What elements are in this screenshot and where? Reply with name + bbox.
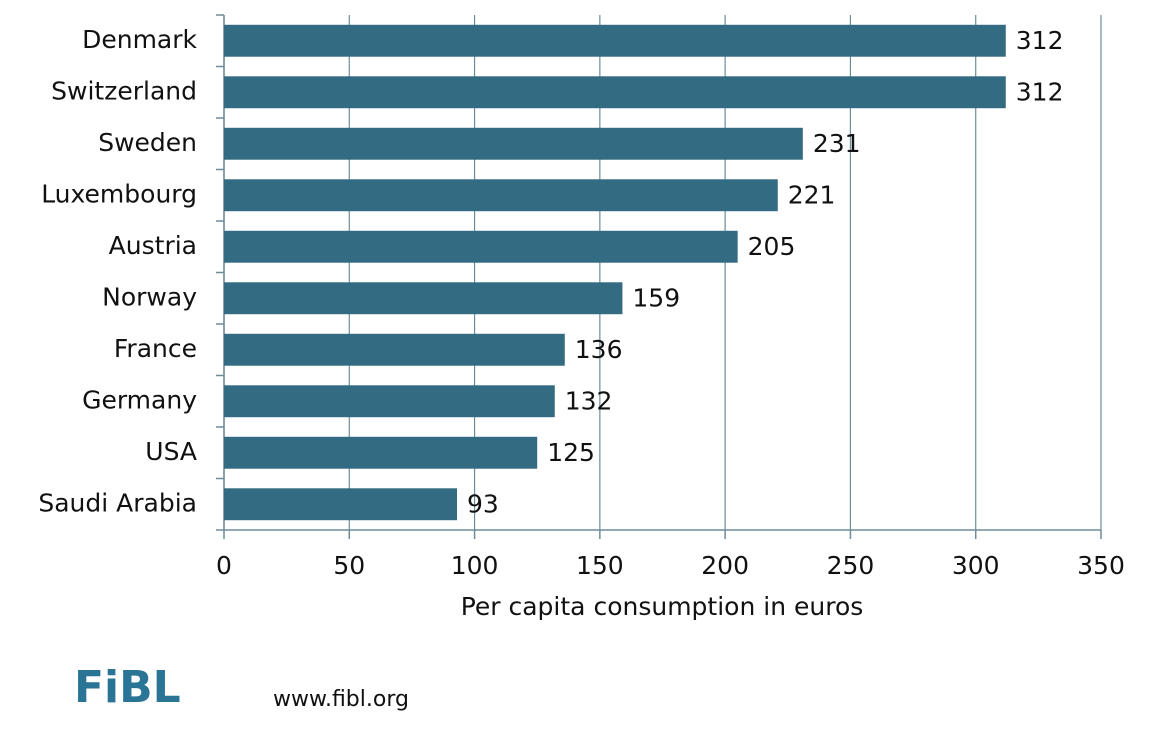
- y-tick-label: Switzerland: [51, 76, 197, 105]
- bar: [224, 333, 565, 366]
- bar: [224, 24, 1006, 57]
- y-tick-label: Norway: [102, 282, 197, 311]
- bar: [224, 488, 458, 521]
- x-tick-label: 0: [216, 551, 232, 580]
- value-label: 159: [632, 283, 680, 312]
- x-tick-label: 100: [451, 551, 499, 580]
- x-tick-label: 300: [952, 551, 1000, 580]
- bar: [224, 179, 778, 212]
- footer-url: www.fibl.org: [273, 687, 409, 712]
- y-tick-label: Saudi Arabia: [38, 488, 197, 517]
- y-tick-label: Denmark: [82, 25, 197, 54]
- y-tick-label: France: [114, 334, 197, 363]
- logo: FiBL: [74, 662, 181, 713]
- bar: [224, 230, 738, 263]
- bar: [224, 76, 1006, 109]
- x-tick-label: 150: [576, 551, 624, 580]
- x-tick-label: 350: [1077, 551, 1125, 580]
- value-label: 231: [813, 129, 861, 158]
- value-label: 221: [788, 180, 836, 209]
- value-label: 132: [565, 386, 613, 415]
- value-label: 312: [1016, 77, 1064, 106]
- value-label: 125: [547, 438, 595, 467]
- value-label: 312: [1016, 26, 1064, 55]
- bar: [224, 282, 623, 315]
- x-tick-label: 200: [701, 551, 749, 580]
- x-axis-label: Per capita consumption in euros: [461, 592, 864, 621]
- value-label: 136: [575, 335, 623, 364]
- x-tick-label: 50: [333, 551, 365, 580]
- bar: [224, 127, 803, 160]
- value-label: 205: [748, 232, 796, 261]
- bar: [224, 436, 538, 469]
- y-tick-label: USA: [145, 437, 197, 466]
- y-tick-label: Luxembourg: [41, 179, 197, 208]
- value-label: 93: [467, 489, 499, 518]
- y-tick-label: Sweden: [98, 128, 197, 157]
- x-tick-label: 250: [827, 551, 875, 580]
- y-tick-label: Austria: [109, 231, 197, 260]
- y-tick-label: Germany: [82, 385, 197, 414]
- bar: [224, 385, 555, 418]
